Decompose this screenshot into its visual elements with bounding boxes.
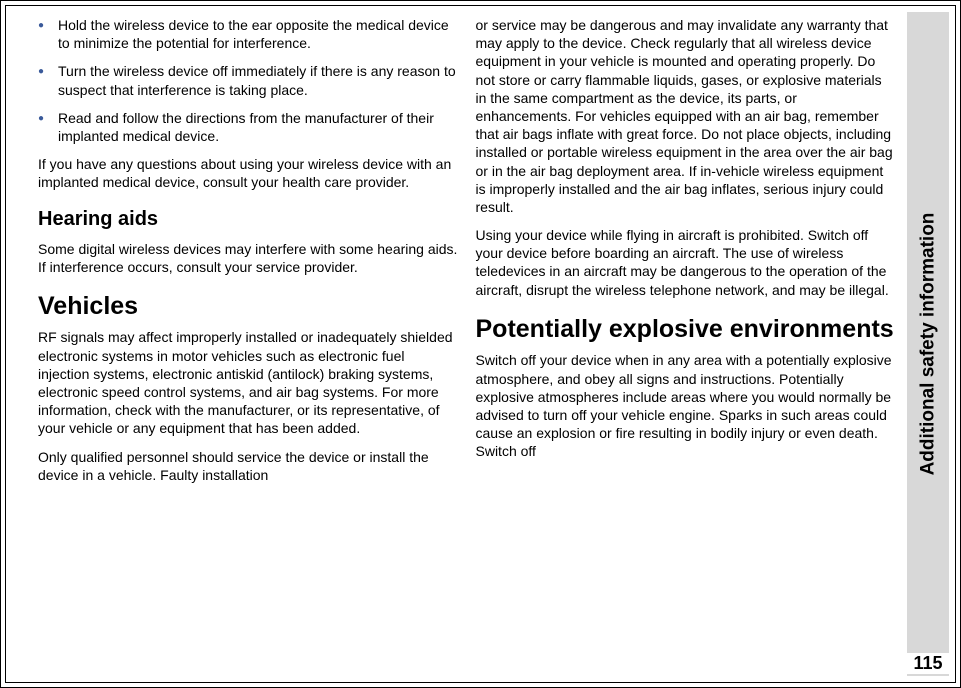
paragraph: If you have any questions about using yo… xyxy=(38,155,458,191)
paragraph: Only qualified personnel should service … xyxy=(38,448,458,484)
draft-watermark: Draft xyxy=(0,527,2,592)
paragraph: or service may be dangerous and may inva… xyxy=(476,16,896,216)
paragraph: RF signals may affect improperly install… xyxy=(38,328,458,437)
content-area: Hold the wireless device to the ear oppo… xyxy=(38,16,895,672)
heading-hearing-aids: Hearing aids xyxy=(38,206,458,232)
side-tab-label: Additional safety information xyxy=(917,213,939,476)
side-tab: Additional safety information xyxy=(907,12,949,676)
paragraph: Using your device while flying in aircra… xyxy=(476,226,896,299)
inner-frame: Draft Hold the wireless device to the ea… xyxy=(5,5,956,683)
heading-explosive-environments: Potentially explosive environments xyxy=(476,313,896,346)
page-number: 115 xyxy=(907,653,949,674)
bullet-item: Hold the wireless device to the ear oppo… xyxy=(38,16,458,52)
column-left: Hold the wireless device to the ear oppo… xyxy=(38,16,458,672)
paragraph: Some digital wireless devices may interf… xyxy=(38,240,458,276)
bullet-item: Read and follow the directions from the … xyxy=(38,109,458,145)
bullet-list: Hold the wireless device to the ear oppo… xyxy=(38,16,458,145)
outer-frame: Draft Hold the wireless device to the ea… xyxy=(0,0,961,688)
column-right: or service may be dangerous and may inva… xyxy=(476,16,896,672)
heading-vehicles: Vehicles xyxy=(38,290,458,323)
bullet-item: Turn the wireless device off immediately… xyxy=(38,62,458,98)
paragraph: Switch off your device when in any area … xyxy=(476,351,896,460)
